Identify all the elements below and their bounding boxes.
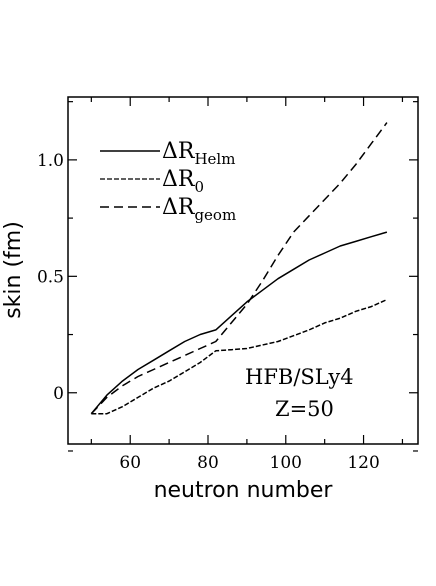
y-tick-label: 0.5 <box>37 267 64 287</box>
x-axis-title: neutron number <box>154 478 334 503</box>
legend-label-geom: ΔRgeom <box>162 195 236 224</box>
legend-label-helm: ΔRHelm <box>162 139 235 168</box>
plot-frame <box>67 96 419 445</box>
y-tick-label: 1.0 <box>37 151 64 171</box>
y-tick-label: 0 <box>53 384 64 404</box>
axis-ticks <box>68 97 418 452</box>
x-tick-label: 100 <box>270 453 302 473</box>
y-axis-title: skin (fm) <box>1 221 26 319</box>
series-lines <box>90 122 388 415</box>
x-tick-label: 120 <box>347 453 379 473</box>
series-line-r0 <box>91 298 388 415</box>
legend: ΔRHelm ΔR0 ΔRgeom <box>100 139 236 224</box>
series-line-helm <box>90 231 388 415</box>
x-tick-label: 80 <box>197 453 219 473</box>
legend-label-r0: ΔR0 <box>162 167 204 196</box>
annotation-z: Z=50 <box>275 397 334 421</box>
tick-labels: 60 80 100 120 0 0.5 1.0 <box>37 151 380 473</box>
annotation-model: HFB/SLy4 <box>245 365 354 389</box>
series-line-geom <box>90 122 388 415</box>
x-tick-label: 60 <box>119 453 141 473</box>
